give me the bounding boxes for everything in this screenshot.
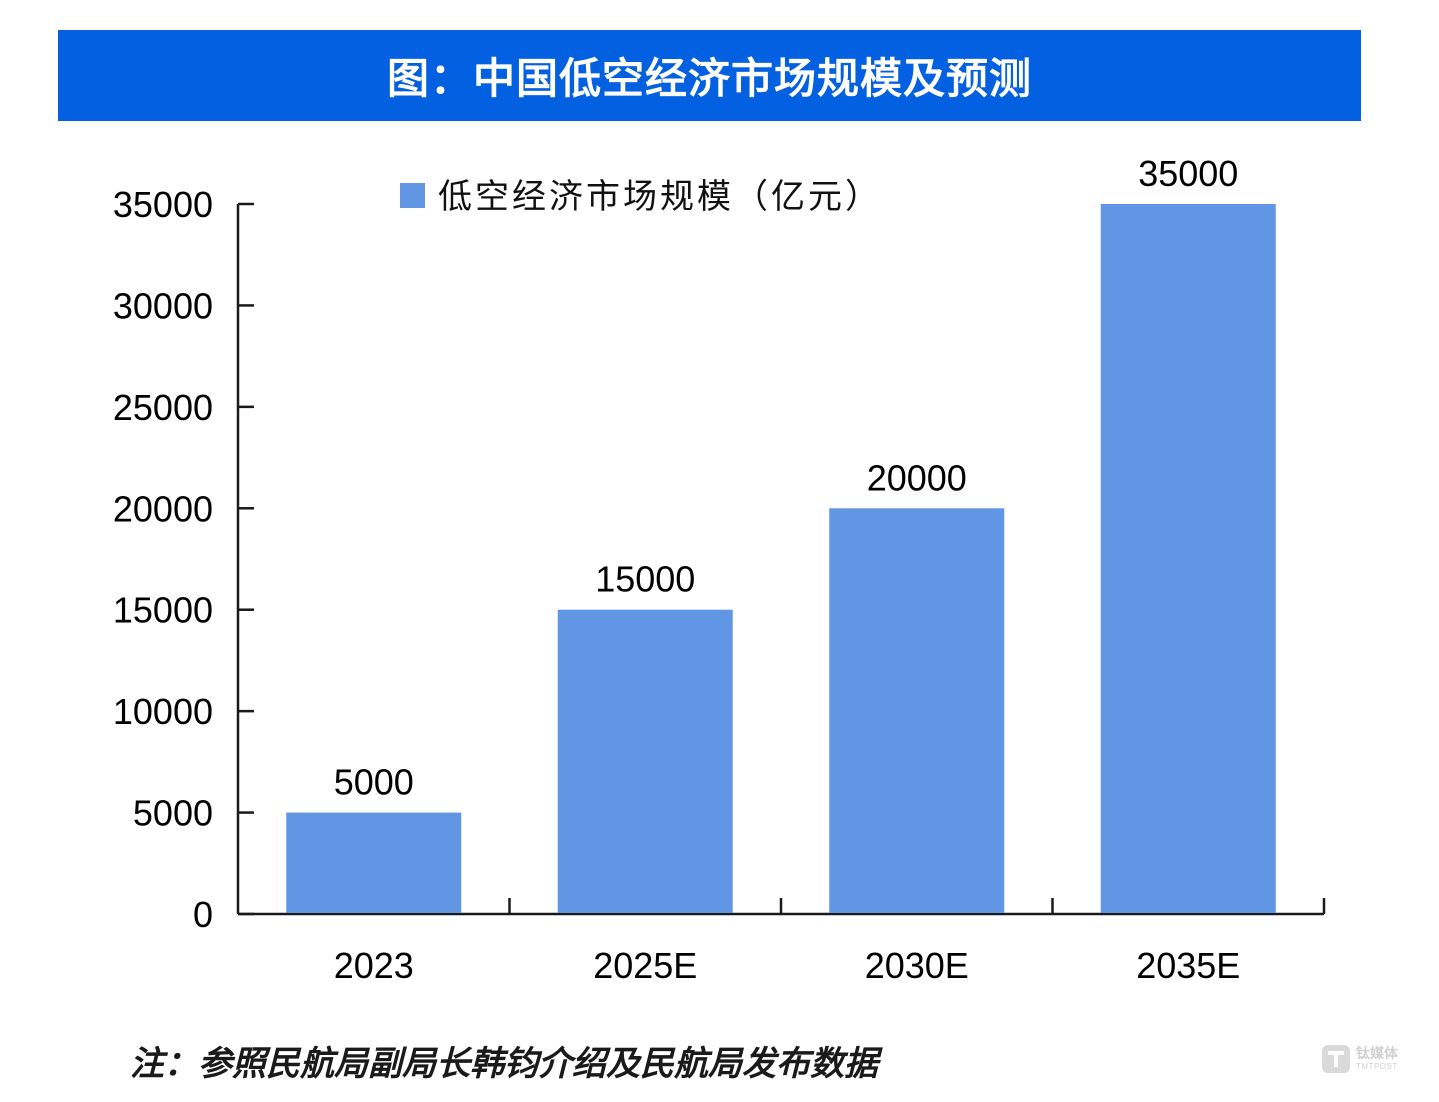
y-tick-label: 30000 <box>113 285 213 326</box>
legend: 低空经济市场规模（亿元） <box>400 177 882 217</box>
x-tick-label: 2030E <box>865 945 969 986</box>
tmtpost-logo-icon <box>1322 1045 1350 1073</box>
watermark: 钛媒体 TMTPOST <box>1322 1045 1398 1073</box>
chart-title: 图：中国低空经济市场规模及预测 <box>386 54 1032 103</box>
y-axis: 0 5000 10000 15000 20000 25000 30000 35000 <box>113 184 254 935</box>
legend-label: 低空经济市场规模（亿元） <box>438 177 882 217</box>
watermark-brand-en: TMTPOST <box>1356 1062 1398 1071</box>
bar-series: 5000 15000 20000 35000 <box>286 153 1276 913</box>
y-tick-label: 25000 <box>113 387 213 428</box>
watermark-brand-cn: 钛媒体 <box>1356 1046 1398 1062</box>
bar-data-label: 35000 <box>1138 153 1238 194</box>
bar <box>286 812 462 913</box>
y-tick-label: 35000 <box>113 184 213 225</box>
bar <box>829 508 1005 913</box>
y-tick-label: 5000 <box>133 793 213 834</box>
x-tick-label: 2035E <box>1136 945 1240 986</box>
bar-data-label: 20000 <box>867 457 967 498</box>
bar-data-label: 15000 <box>595 559 695 600</box>
y-tick-label: 0 <box>193 894 213 935</box>
legend-swatch <box>400 183 425 208</box>
y-tick-label: 10000 <box>113 691 213 732</box>
bar-data-label: 5000 <box>334 762 414 803</box>
x-axis: 2023 2025E 2030E 2035E <box>238 898 1326 986</box>
bar <box>557 609 733 913</box>
bar <box>1100 204 1276 913</box>
y-tick-label: 20000 <box>113 488 213 529</box>
title-banner: 图：中国低空经济市场规模及预测 <box>58 30 1361 121</box>
x-tick-label: 2025E <box>593 945 697 986</box>
x-tick-label: 2023 <box>334 945 414 986</box>
footnote: 注：参照民航局副局长韩钧介绍及民航局发布数据 <box>130 1044 878 1084</box>
y-tick-label: 15000 <box>113 590 213 631</box>
